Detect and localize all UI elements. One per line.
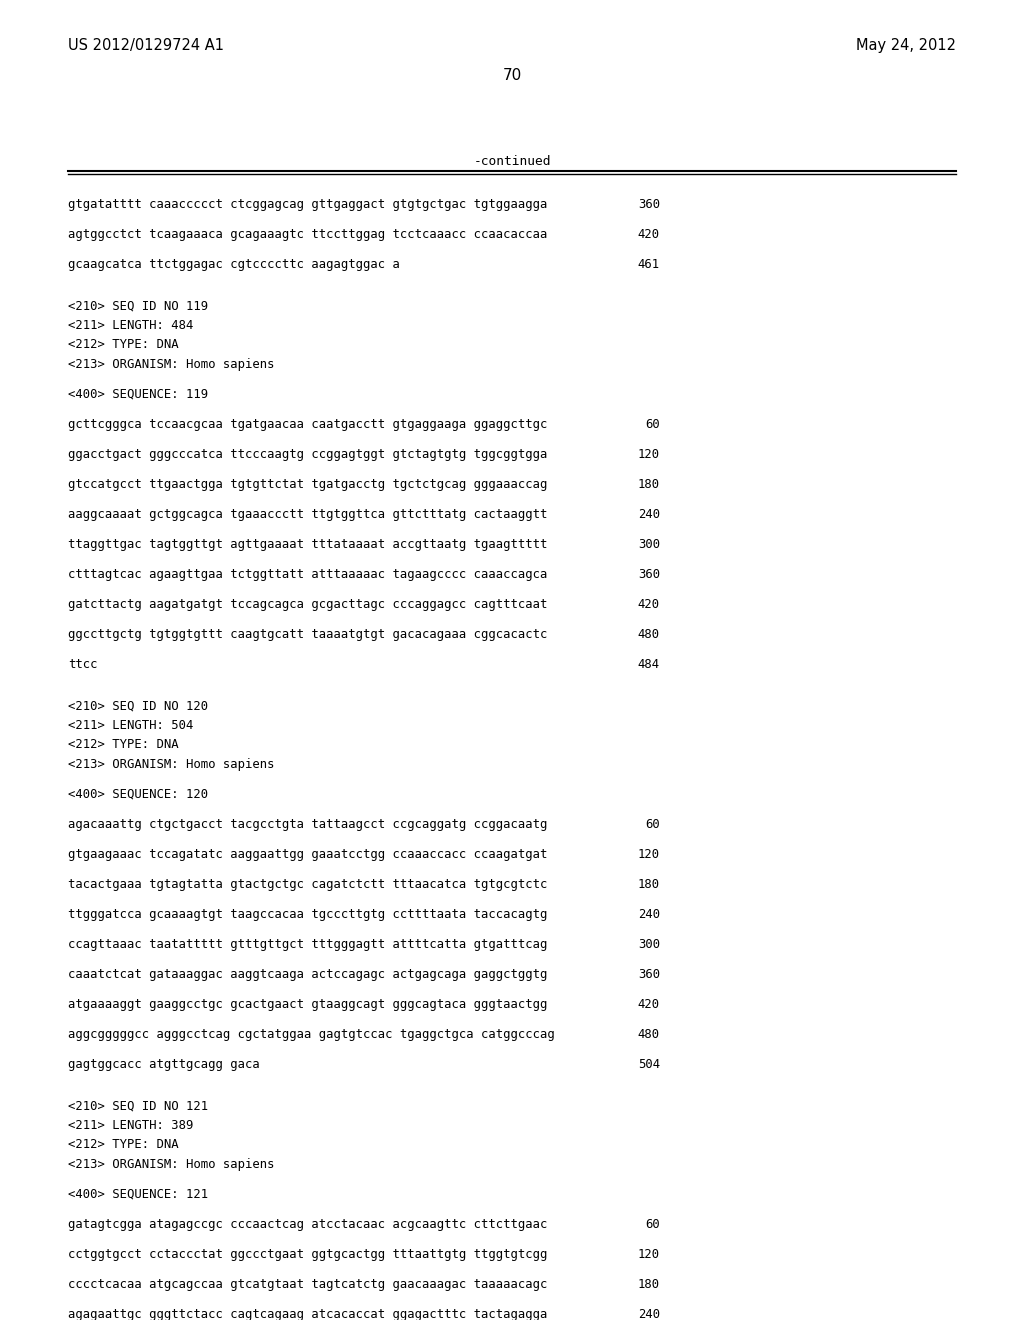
Text: aaggcaaaat gctggcagca tgaaaccctt ttgtggttca gttctttatg cactaaggtt: aaggcaaaat gctggcagca tgaaaccctt ttgtggt… bbox=[68, 508, 548, 521]
Text: <213> ORGANISM: Homo sapiens: <213> ORGANISM: Homo sapiens bbox=[68, 1158, 274, 1171]
Text: <400> SEQUENCE: 121: <400> SEQUENCE: 121 bbox=[68, 1188, 208, 1201]
Text: cccctcacaa atgcagccaa gtcatgtaat tagtcatctg gaacaaagac taaaaacagc: cccctcacaa atgcagccaa gtcatgtaat tagtcat… bbox=[68, 1278, 548, 1291]
Text: gcaagcatca ttctggagac cgtccccttc aagagtggac a: gcaagcatca ttctggagac cgtccccttc aagagtg… bbox=[68, 257, 400, 271]
Text: 120: 120 bbox=[638, 1247, 660, 1261]
Text: 420: 420 bbox=[638, 998, 660, 1011]
Text: 70: 70 bbox=[503, 69, 521, 83]
Text: <210> SEQ ID NO 119: <210> SEQ ID NO 119 bbox=[68, 300, 208, 313]
Text: <211> LENGTH: 484: <211> LENGTH: 484 bbox=[68, 319, 194, 333]
Text: ggacctgact gggcccatca ttcccaagtg ccggagtggt gtctagtgtg tggcggtgga: ggacctgact gggcccatca ttcccaagtg ccggagt… bbox=[68, 447, 548, 461]
Text: gatagtcgga atagagccgc cccaactcag atcctacaac acgcaagttc cttcttgaac: gatagtcgga atagagccgc cccaactcag atcctac… bbox=[68, 1218, 548, 1232]
Text: <213> ORGANISM: Homo sapiens: <213> ORGANISM: Homo sapiens bbox=[68, 358, 274, 371]
Text: gtccatgcct ttgaactgga tgtgttctat tgatgacctg tgctctgcag gggaaaccag: gtccatgcct ttgaactgga tgtgttctat tgatgac… bbox=[68, 478, 548, 491]
Text: <212> TYPE: DNA: <212> TYPE: DNA bbox=[68, 338, 178, 351]
Text: ttcc: ttcc bbox=[68, 657, 97, 671]
Text: <212> TYPE: DNA: <212> TYPE: DNA bbox=[68, 1138, 178, 1151]
Text: <400> SEQUENCE: 120: <400> SEQUENCE: 120 bbox=[68, 788, 208, 801]
Text: tacactgaaa tgtagtatta gtactgctgc cagatctctt tttaacatca tgtgcgtctc: tacactgaaa tgtagtatta gtactgctgc cagatct… bbox=[68, 878, 548, 891]
Text: agacaaattg ctgctgacct tacgcctgta tattaagcct ccgcaggatg ccggacaatg: agacaaattg ctgctgacct tacgcctgta tattaag… bbox=[68, 818, 548, 832]
Text: 360: 360 bbox=[638, 568, 660, 581]
Text: 480: 480 bbox=[638, 1028, 660, 1041]
Text: 240: 240 bbox=[638, 1308, 660, 1320]
Text: 420: 420 bbox=[638, 598, 660, 611]
Text: gtgaagaaac tccagatatc aaggaattgg gaaatcctgg ccaaaccacc ccaagatgat: gtgaagaaac tccagatatc aaggaattgg gaaatcc… bbox=[68, 847, 548, 861]
Text: atgaaaaggt gaaggcctgc gcactgaact gtaaggcagt gggcagtaca gggtaactgg: atgaaaaggt gaaggcctgc gcactgaact gtaaggc… bbox=[68, 998, 548, 1011]
Text: 480: 480 bbox=[638, 628, 660, 642]
Text: agagaattgc gggttctacc cagtcagaag atcacaccat ggagactttc tactagagga: agagaattgc gggttctacc cagtcagaag atcacac… bbox=[68, 1308, 548, 1320]
Text: agtggcctct tcaagaaaca gcagaaagtc ttccttggag tcctcaaacc ccaacaccaa: agtggcctct tcaagaaaca gcagaaagtc ttccttg… bbox=[68, 228, 548, 242]
Text: <210> SEQ ID NO 120: <210> SEQ ID NO 120 bbox=[68, 700, 208, 713]
Text: 60: 60 bbox=[645, 418, 660, 432]
Text: 461: 461 bbox=[638, 257, 660, 271]
Text: 484: 484 bbox=[638, 657, 660, 671]
Text: 180: 180 bbox=[638, 1278, 660, 1291]
Text: 360: 360 bbox=[638, 198, 660, 211]
Text: 240: 240 bbox=[638, 908, 660, 921]
Text: 300: 300 bbox=[638, 539, 660, 550]
Text: aggcgggggcc agggcctcag cgctatggaa gagtgtccac tgaggctgca catggcccag: aggcgggggcc agggcctcag cgctatggaa gagtgt… bbox=[68, 1028, 555, 1041]
Text: cctggtgcct cctaccctat ggccctgaat ggtgcactgg tttaattgtg ttggtgtcgg: cctggtgcct cctaccctat ggccctgaat ggtgcac… bbox=[68, 1247, 548, 1261]
Text: gagtggcacc atgttgcagg gaca: gagtggcacc atgttgcagg gaca bbox=[68, 1059, 260, 1071]
Text: 120: 120 bbox=[638, 847, 660, 861]
Text: 180: 180 bbox=[638, 878, 660, 891]
Text: 60: 60 bbox=[645, 818, 660, 832]
Text: US 2012/0129724 A1: US 2012/0129724 A1 bbox=[68, 38, 224, 53]
Text: ttgggatcca gcaaaagtgt taagccacaa tgcccttgtg ccttttaata taccacagtg: ttgggatcca gcaaaagtgt taagccacaa tgccctt… bbox=[68, 908, 548, 921]
Text: ccagttaaac taatattttt gtttgttgct tttgggagtt attttcatta gtgatttcag: ccagttaaac taatattttt gtttgttgct tttggga… bbox=[68, 939, 548, 950]
Text: 120: 120 bbox=[638, 447, 660, 461]
Text: gcttcgggca tccaacgcaa tgatgaacaa caatgacctt gtgaggaaga ggaggcttgc: gcttcgggca tccaacgcaa tgatgaacaa caatgac… bbox=[68, 418, 548, 432]
Text: 180: 180 bbox=[638, 478, 660, 491]
Text: 504: 504 bbox=[638, 1059, 660, 1071]
Text: <212> TYPE: DNA: <212> TYPE: DNA bbox=[68, 738, 178, 751]
Text: <211> LENGTH: 389: <211> LENGTH: 389 bbox=[68, 1119, 194, 1133]
Text: gatcttactg aagatgatgt tccagcagca gcgacttagc cccaggagcc cagtttcaat: gatcttactg aagatgatgt tccagcagca gcgactt… bbox=[68, 598, 548, 611]
Text: ggccttgctg tgtggtgttt caagtgcatt taaaatgtgt gacacagaaa cggcacactc: ggccttgctg tgtggtgttt caagtgcatt taaaatg… bbox=[68, 628, 548, 642]
Text: 240: 240 bbox=[638, 508, 660, 521]
Text: 60: 60 bbox=[645, 1218, 660, 1232]
Text: 360: 360 bbox=[638, 968, 660, 981]
Text: <211> LENGTH: 504: <211> LENGTH: 504 bbox=[68, 719, 194, 733]
Text: May 24, 2012: May 24, 2012 bbox=[856, 38, 956, 53]
Text: ttaggttgac tagtggttgt agttgaaaat tttataaaat accgttaatg tgaagttttt: ttaggttgac tagtggttgt agttgaaaat tttataa… bbox=[68, 539, 548, 550]
Text: <213> ORGANISM: Homo sapiens: <213> ORGANISM: Homo sapiens bbox=[68, 758, 274, 771]
Text: 420: 420 bbox=[638, 228, 660, 242]
Text: caaatctcat gataaaggac aaggtcaaga actccagagc actgagcaga gaggctggtg: caaatctcat gataaaggac aaggtcaaga actccag… bbox=[68, 968, 548, 981]
Text: ctttagtcac agaagttgaa tctggttatt atttaaaaac tagaagcccc caaaccagca: ctttagtcac agaagttgaa tctggttatt atttaaa… bbox=[68, 568, 548, 581]
Text: -continued: -continued bbox=[473, 154, 551, 168]
Text: <210> SEQ ID NO 121: <210> SEQ ID NO 121 bbox=[68, 1100, 208, 1113]
Text: <400> SEQUENCE: 119: <400> SEQUENCE: 119 bbox=[68, 388, 208, 401]
Text: 300: 300 bbox=[638, 939, 660, 950]
Text: gtgatatttt caaaccccct ctcggagcag gttgaggact gtgtgctgac tgtggaagga: gtgatatttt caaaccccct ctcggagcag gttgagg… bbox=[68, 198, 548, 211]
